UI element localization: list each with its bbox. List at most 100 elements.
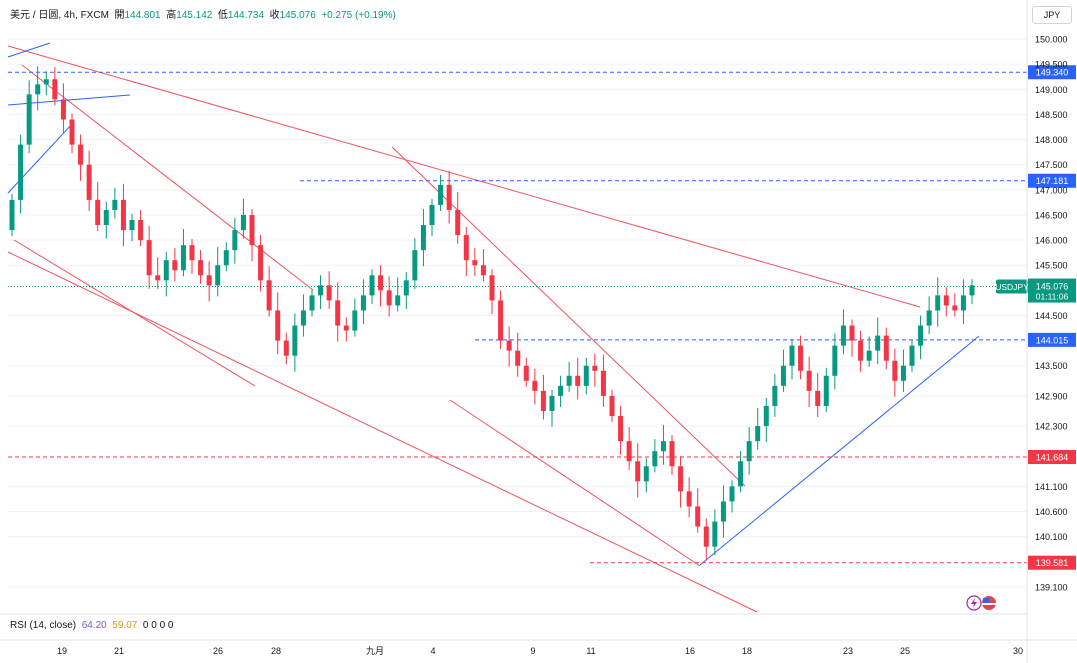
price-tick-label: 140.600	[1035, 507, 1068, 517]
candle-body	[532, 380, 538, 391]
candle-body	[926, 310, 932, 326]
candle-body	[900, 365, 906, 381]
trendline-blue	[699, 335, 980, 566]
candle-body	[772, 385, 778, 406]
candle-body	[112, 199, 118, 210]
price-tick-label: 139.100	[1035, 582, 1068, 592]
candle-body	[446, 184, 452, 210]
candle-body	[78, 144, 84, 165]
last-price-value: 145.076	[1036, 282, 1069, 292]
candle-body	[52, 79, 58, 100]
high-label: 高	[166, 10, 177, 21]
trendline-blue	[7, 123, 73, 194]
price-tick-label: 146.000	[1035, 236, 1068, 246]
price-tick-label: 145.500	[1035, 261, 1068, 271]
symbol-tag	[996, 279, 1028, 294]
price-tick-label: 147.000	[1035, 185, 1068, 195]
symbol-tag-label: USDJPY	[995, 282, 1029, 292]
rsi-legend[interactable]: RSI (14, close) 64.20 59.07 0 0 0 0	[10, 620, 173, 631]
candle-body	[240, 214, 246, 231]
high-value: 145.142	[176, 10, 213, 21]
candle-body	[840, 325, 846, 346]
close-value: 145.076	[279, 10, 316, 21]
candle-body	[789, 345, 795, 366]
candle-body	[352, 310, 358, 331]
candle-body	[360, 295, 366, 311]
candle-body	[909, 345, 915, 366]
candle-body	[815, 390, 821, 406]
countdown-value: 01:11:06	[1036, 292, 1069, 302]
price-tick-label: 144.500	[1035, 311, 1068, 321]
candle-body	[138, 220, 144, 241]
candle-body	[249, 214, 255, 246]
price-tick-label: 146.500	[1035, 210, 1068, 220]
candle-body	[163, 260, 169, 281]
candle-body	[215, 265, 221, 286]
candle-body	[489, 275, 495, 301]
rsi-value: 64.20	[81, 620, 107, 631]
time-axis: 19 21 26 28 九月 4 9 11 16 18 23 25 30	[57, 646, 1023, 656]
candle-body	[232, 230, 238, 251]
level-value: 147.181	[1036, 176, 1069, 186]
candle-body	[455, 209, 461, 236]
candle-body	[120, 199, 126, 231]
candlesticks	[9, 66, 975, 561]
candle-body	[703, 526, 709, 547]
currency-button[interactable]: JPY	[1032, 6, 1072, 24]
candle-body	[849, 325, 855, 341]
time-tick-label: 21	[114, 646, 124, 656]
candle-body	[403, 280, 409, 296]
level-value: 144.015	[1036, 335, 1069, 345]
candle-body	[292, 325, 298, 356]
candle-body	[609, 395, 615, 416]
candle-body	[275, 310, 281, 341]
price-tick-label: 147.500	[1035, 160, 1068, 170]
candle-body	[206, 275, 212, 286]
candle-body	[472, 260, 478, 266]
candle-body	[755, 426, 761, 442]
candle-body	[960, 295, 966, 311]
candle-body	[952, 305, 958, 311]
price-tick-label: 148.000	[1035, 135, 1068, 145]
candle-body	[875, 335, 881, 351]
trendline-red	[7, 251, 758, 613]
trendlines	[7, 42, 980, 613]
candle-body	[866, 350, 872, 361]
candle-body	[883, 335, 889, 361]
candle-body	[969, 285, 975, 296]
candle-body	[523, 365, 529, 381]
level-tag	[1028, 332, 1076, 347]
corner-icons	[966, 595, 996, 611]
candle-body	[943, 295, 949, 306]
level-tag	[1028, 450, 1076, 465]
time-tick-label: 九月	[366, 646, 384, 656]
candle-body	[129, 220, 135, 231]
candle-body	[729, 486, 735, 502]
level-value: 149.340	[1036, 68, 1069, 78]
price-levels: 149.340 147.181 144.015 141.684 139.581 USDJP…	[8, 65, 1076, 570]
candle-body	[335, 300, 341, 326]
time-tick-label: 23	[843, 646, 853, 656]
candle-body	[669, 441, 675, 467]
candle-body	[258, 245, 264, 281]
candle-body	[283, 340, 289, 356]
price-tick-label: 143.500	[1035, 361, 1068, 371]
candle-body	[806, 370, 812, 391]
candle-body	[326, 285, 332, 301]
candle-body	[420, 225, 426, 251]
level-tag	[1028, 65, 1076, 80]
rsi-ma-value: 59.07	[112, 620, 138, 631]
rsi-label: RSI (14, close)	[10, 620, 77, 631]
time-tick-label: 16	[685, 646, 695, 656]
candle-body	[635, 461, 641, 482]
candle-body	[738, 461, 744, 487]
level-tag	[1028, 173, 1076, 188]
symbol-label[interactable]: 美元 / 日圆, 4h, FXCM	[10, 10, 109, 21]
candle-body	[618, 416, 624, 442]
low-value: 144.734	[227, 10, 265, 21]
candle-body	[652, 451, 658, 467]
candle-body	[935, 295, 941, 311]
trendline-red	[449, 399, 701, 567]
candle-body	[300, 310, 306, 326]
